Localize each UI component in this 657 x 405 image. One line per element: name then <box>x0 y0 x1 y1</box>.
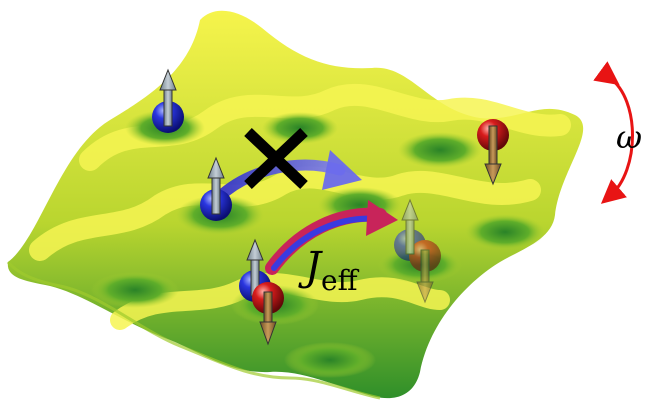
frequency-label: ω <box>616 118 642 156</box>
ghost-doublon <box>394 198 441 304</box>
lattice-well <box>465 214 545 250</box>
lattice-front-edge <box>6 260 381 400</box>
spin-up-particle <box>200 156 232 221</box>
coupling-label: Jeff <box>298 244 360 297</box>
down-arrow-icon <box>484 125 502 186</box>
spin-up-particle <box>152 68 184 133</box>
blocked-hop-arrow <box>212 159 346 204</box>
lattice-crest-2 <box>29 166 541 261</box>
lattice-well <box>398 132 482 168</box>
drive-indicator: ω <box>593 61 642 204</box>
lattice-surface <box>6 10 584 400</box>
spin-down-particle <box>477 119 509 186</box>
down-arrow-icon <box>259 291 277 346</box>
doublon <box>239 238 284 346</box>
up-arrow-icon <box>401 198 419 255</box>
cross-mark-icon <box>244 128 308 189</box>
lattice-well <box>284 342 376 378</box>
blocked-hop-arrowhead <box>322 150 362 190</box>
spin-down-particle <box>252 282 284 346</box>
lattice-well <box>262 112 338 144</box>
up-arrow-icon <box>159 68 177 127</box>
up-arrow-icon <box>246 238 264 297</box>
effective-hop <box>265 200 398 275</box>
effective-hop-arrow-inner <box>271 215 381 271</box>
down-arrow-icon <box>416 249 434 304</box>
lattice-well <box>91 272 179 308</box>
coupling-subscript: eff <box>321 264 360 297</box>
blocked-hop <box>212 128 362 204</box>
lattice-crest-3 <box>110 272 450 330</box>
effective-hop-arrowhead <box>366 200 398 236</box>
curved-double-arrow-icon <box>593 61 634 204</box>
up-arrow-icon <box>207 156 225 215</box>
